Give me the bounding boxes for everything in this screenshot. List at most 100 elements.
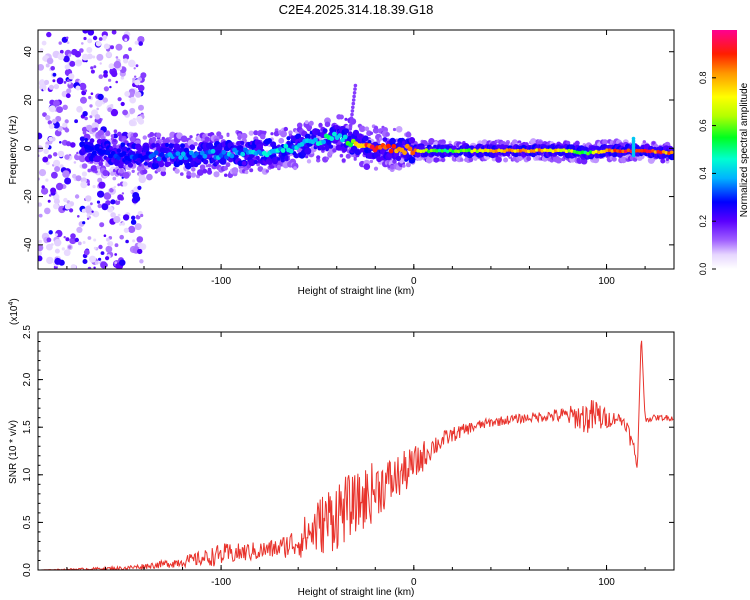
spectrogram-noise-point: [81, 171, 87, 177]
spectrogram-band-point: [324, 145, 330, 151]
spectrogram-noise-point: [82, 221, 86, 225]
snr-y-tick-label: 0.0: [22, 563, 33, 577]
spectrogram-noise-point: [63, 197, 68, 203]
spectrogram-halo-point: [204, 136, 210, 143]
spectrogram-halo-point: [189, 135, 193, 139]
spectrogram-band-point: [354, 149, 361, 156]
spectrogram-noise-point: [90, 69, 95, 74]
spectrogram-ridge-point: [559, 148, 563, 153]
spectrogram-noise-point: [140, 72, 147, 79]
spectrogram-noise-point: [66, 41, 70, 44]
spectrogram-ridge-point: [340, 137, 345, 143]
spectrogram-ridge-point: [464, 148, 469, 153]
spectrogram-noise-point: [53, 159, 61, 167]
spectrogram-halo-point: [611, 156, 617, 162]
spectrogram-noise-point: [100, 251, 105, 256]
spectrogram-ridge-point: [283, 143, 289, 149]
spectrogram-noise-point: [134, 223, 142, 231]
spectrogram-noise-point: [59, 49, 64, 54]
spectrogram-noise-point: [82, 111, 88, 117]
spectrogram-noise-point: [48, 84, 55, 90]
snr-x-tick-label: 100: [598, 577, 615, 588]
spectrogram-ridge-point: [472, 148, 477, 152]
spectrogram-halo-point: [223, 166, 228, 171]
spectrogram-band-point: [286, 136, 291, 141]
spectrogram-noise-point: [41, 187, 49, 195]
spectrogram-noise-point: [48, 230, 53, 235]
spectrogram-ridge-point: [540, 148, 544, 153]
spectrogram-noise-point: [84, 205, 92, 214]
spectrogram-noise-point: [96, 200, 101, 204]
spectrogram-noise-point: [108, 63, 115, 70]
spectrogram-noise-point: [129, 96, 136, 104]
spectrogram-halo-point: [110, 134, 115, 138]
spectrogram-halo-point: [468, 157, 474, 163]
spectrogram-band-point: [296, 135, 301, 139]
spectrogram-ridge-point: [648, 149, 652, 154]
spectrogram-halo-point: [270, 132, 274, 136]
spectrogram-noise-point: [89, 104, 93, 108]
spectrogram-noise-point: [93, 238, 97, 242]
spectrogram-halo-point: [574, 140, 580, 146]
spectrogram-halo-point: [353, 157, 357, 161]
spectrogram-noise-point: [46, 57, 54, 65]
spectrogram-y-tick-label: -40: [23, 237, 34, 252]
spectrogram-noise-point: [113, 129, 118, 133]
spectrogram-ridge-point: [567, 148, 571, 153]
spectrogram-ridge-point: [105, 150, 111, 156]
spectrogram-noise-point: [53, 99, 60, 107]
spectrogram-noise-point: [92, 55, 96, 59]
spectrogram-x-ticks: -100 0 100: [66, 30, 646, 287]
colorbar-ticks: 0.0 0.2 0.4 0.6 0.8: [698, 72, 716, 275]
spectrogram-ridge-point: [218, 153, 224, 158]
spectrogram-band-point: [116, 148, 122, 153]
spectrogram-noise-point: [103, 86, 109, 92]
snr-y-multiplier: (x104): [8, 298, 20, 325]
spectrogram-band-point: [203, 159, 209, 165]
spectrogram-noise-point: [135, 64, 139, 68]
spectrogram-noise-point: [64, 64, 70, 70]
spectrogram-band-point: [176, 146, 181, 151]
spectrogram-ridge-point: [432, 148, 437, 153]
spectrogram-halo-point: [392, 160, 397, 164]
spectrogram-halo-point: [651, 141, 656, 145]
spectrogram-ridge-point: [597, 150, 601, 155]
spectrogram-band-point: [137, 146, 144, 153]
spectrogram-band-point: [494, 152, 499, 157]
spectrogram-feature-point: [631, 136, 636, 141]
spectrogram-ridge-point: [508, 148, 512, 152]
spectrogram-noise-point: [112, 133, 119, 139]
spectrogram-halo-point: [358, 125, 366, 133]
spectrogram-noise-point: [123, 227, 129, 233]
spectrogram-ridge-point: [429, 148, 434, 153]
spectrogram-halo-point: [405, 162, 411, 168]
spectrogram-noise-point: [74, 50, 82, 58]
spectrogram-noise-point: [137, 84, 145, 92]
spectrogram-band-point: [189, 144, 196, 151]
spectrogram-noise-point: [87, 266, 92, 269]
spectrogram-noise-point: [103, 73, 108, 78]
spectrogram-noise-point: [82, 241, 86, 244]
spectrogram-ridge-point: [178, 155, 184, 161]
spectrogram-noise-point: [132, 77, 136, 81]
spectrogram-noise-point: [76, 226, 83, 233]
spectrogram-noise-point: [97, 93, 104, 101]
spectrogram-halo-point: [530, 138, 537, 145]
spectrogram-noise-point: [62, 122, 68, 128]
spectrogram-noise-point: [97, 203, 102, 209]
snr-frame: [37, 331, 675, 571]
spectrogram-halo-point: [318, 122, 323, 128]
spectrogram-noise-point: [103, 43, 110, 50]
spectrogram-noise-point: [86, 217, 90, 220]
spectrogram-noise-point: [114, 261, 118, 265]
spectrogram-ridge-point: [424, 148, 429, 152]
spectrogram-band-point: [367, 140, 372, 144]
spectrogram-noise-point: [84, 89, 88, 92]
spectrogram-band-point: [178, 160, 184, 166]
spectrogram-halo-point: [304, 120, 309, 125]
spectrogram-noise-point: [97, 177, 103, 183]
spectrogram-ridge-point: [197, 154, 202, 160]
spectrogram-halo-point: [122, 171, 130, 179]
spectrogram-ridge-point: [607, 148, 612, 152]
spectrogram-halo-point: [373, 125, 379, 130]
